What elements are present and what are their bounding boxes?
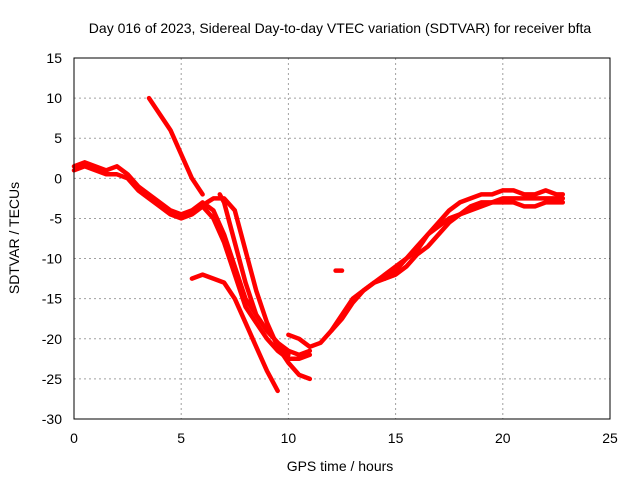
series-track-6 [217,192,291,358]
y-tick-label: -5 [50,210,63,226]
y-tick-label: -30 [42,411,62,427]
series-track-2 [71,164,313,362]
grid-lines [74,58,610,419]
x-tick-label: 25 [602,430,618,446]
x-tick-label: 0 [70,430,78,446]
series-track-9 [382,200,566,281]
y-tick-label: -15 [42,291,62,307]
x-tick-label: 20 [495,430,511,446]
series-track-8 [329,188,566,334]
y-tick-label: -25 [42,371,62,387]
series-track-5 [189,272,280,394]
plot-frame [73,57,611,420]
x-tick-label: 5 [177,430,185,446]
chart-title: Day 016 of 2023, Sidereal Day-to-day VTE… [89,20,592,36]
y-tick-label: 15 [46,50,62,66]
series-track-4 [146,95,205,197]
y-tick-label: 0 [54,170,62,186]
series-track-7 [286,196,566,350]
y-tick-label: 10 [46,90,62,106]
y-axis-label: SDTVAR / TECUs [6,182,22,294]
series-layer [71,95,566,394]
x-tick-label: 10 [281,430,297,446]
y-tick-label: -20 [42,331,62,347]
tick-labels: 0 5 10 15 20 25 -30 -25 -20 -15 -10 -5 0 5 10 15 [42,50,618,446]
y-tick-label: 5 [54,130,62,146]
x-axis-label: GPS time / hours [287,458,394,474]
x-tick-label: 15 [388,430,404,446]
y-tick-label: -10 [42,251,62,267]
